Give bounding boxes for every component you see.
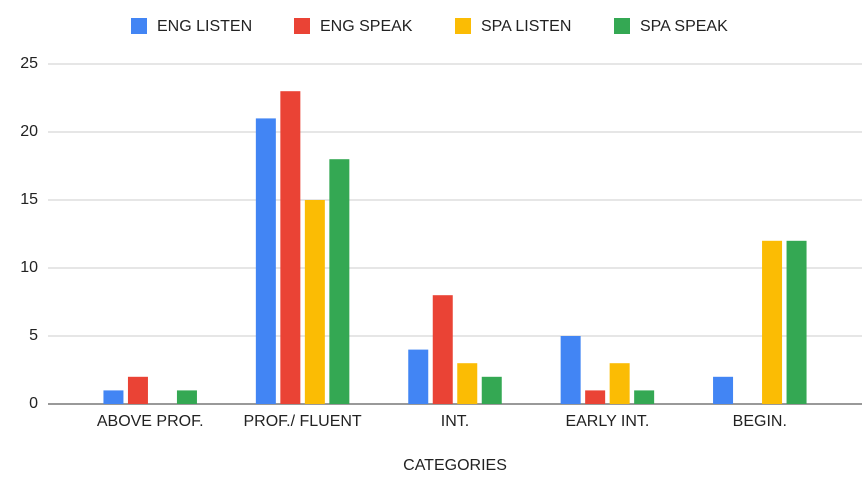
x-tick-label: INT. xyxy=(441,413,469,430)
bar xyxy=(103,390,124,404)
bar xyxy=(329,159,350,404)
y-tick-label: 0 xyxy=(29,395,38,412)
y-tick-label: 5 xyxy=(29,327,38,344)
bar xyxy=(560,336,581,404)
legend-swatch xyxy=(294,18,310,34)
bar xyxy=(609,363,630,404)
legend-label: SPA LISTEN xyxy=(481,18,571,35)
legend-label: ENG LISTEN xyxy=(157,18,252,35)
bar xyxy=(280,91,301,404)
bar xyxy=(176,390,197,404)
y-tick-label: 10 xyxy=(20,259,38,276)
x-axis-label: CATEGORIES xyxy=(403,457,507,474)
x-tick-label: BEGIN. xyxy=(733,413,787,430)
bar xyxy=(457,363,478,404)
bar xyxy=(762,240,783,404)
bar xyxy=(304,200,325,404)
legend-swatch xyxy=(614,18,630,34)
y-tick-label: 20 xyxy=(20,123,38,140)
legend-swatch xyxy=(131,18,147,34)
bar xyxy=(713,376,734,404)
bar xyxy=(255,118,276,405)
x-tick-label: PROF./ FLUENT xyxy=(243,413,361,430)
bar xyxy=(585,390,606,404)
bar xyxy=(127,376,148,404)
legend-label: ENG SPEAK xyxy=(320,18,413,35)
y-tick-label: 25 xyxy=(20,55,38,72)
legend-label: SPA SPEAK xyxy=(640,18,728,35)
bar xyxy=(634,390,655,404)
bar xyxy=(786,240,807,404)
x-tick-label: ABOVE PROF. xyxy=(97,413,204,430)
bar xyxy=(408,349,429,404)
bar xyxy=(432,295,453,404)
y-tick-label: 15 xyxy=(20,191,38,208)
legend-swatch xyxy=(455,18,471,34)
bar xyxy=(481,376,502,404)
x-tick-label: EARLY INT. xyxy=(565,413,649,430)
